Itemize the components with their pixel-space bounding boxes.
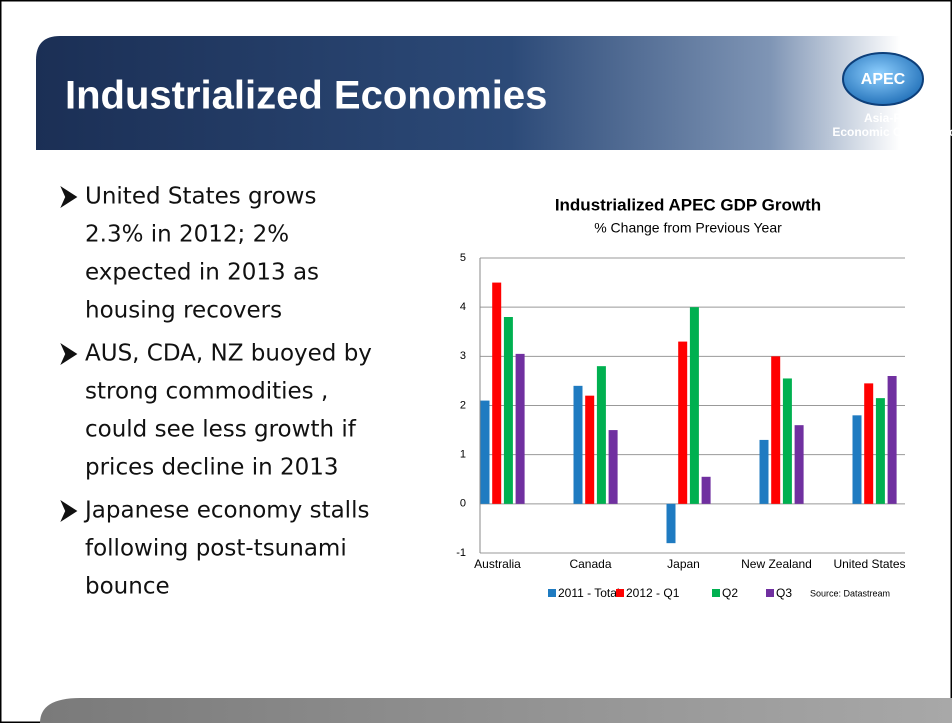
legend-swatch (548, 589, 556, 597)
bullet-text: United States grows (85, 184, 316, 210)
bar (666, 503, 676, 544)
y-tick-label: 1 (460, 449, 466, 461)
x-tick-label: Japan (667, 557, 700, 571)
bullet-text: expected in 2013 as (85, 260, 319, 286)
bar (701, 476, 711, 504)
bar (852, 415, 862, 504)
chart-subtitle: % Change from Previous Year (594, 220, 782, 236)
bar (875, 398, 885, 504)
bullet-text: bounce (85, 574, 170, 600)
bar (759, 439, 769, 504)
bullet-list: United States grows 2.3% in 2012; 2% expec… (60, 184, 372, 600)
bullet-text: prices decline in 2013 (85, 455, 339, 481)
bullet-arrow (60, 186, 78, 208)
bullet-text: Japanese economy stalls (83, 498, 369, 524)
bar (480, 400, 490, 504)
y-tick-label: 3 (460, 350, 466, 362)
legend-swatch (766, 589, 774, 597)
bar (585, 395, 595, 504)
bar (689, 307, 699, 504)
legend-label: Q3 (776, 586, 792, 600)
logo-line: Asia-Pacific (864, 111, 932, 125)
bar (678, 341, 688, 504)
footer-band (40, 698, 952, 723)
y-tick-label: -1 (456, 547, 466, 559)
bullet-text: following post-tsunami (85, 536, 347, 562)
bar (515, 353, 525, 504)
x-tick-label: New Zealand (741, 557, 812, 571)
legend-label: Q2 (722, 586, 738, 600)
y-tick-label: 0 (460, 498, 466, 510)
bar (782, 378, 792, 504)
y-tick-label: 4 (460, 301, 466, 313)
logo-name: APEC (861, 71, 906, 88)
bar (771, 356, 781, 504)
y-tick-label: 5 (460, 252, 466, 264)
bullet-text: could see less growth if (85, 417, 357, 443)
bullet-text: AUS, CDA, NZ buoyed by (85, 341, 372, 367)
logo-globe (842, 52, 924, 106)
bar (864, 383, 874, 504)
bar (887, 376, 897, 504)
bar (794, 425, 804, 504)
chart: Industrialized APEC GDP Growth % Change f… (456, 195, 905, 600)
chart-title: Industrialized APEC GDP Growth (555, 195, 821, 214)
bar (596, 366, 606, 504)
x-tick-label: Canada (569, 557, 611, 571)
legend-swatch (616, 589, 624, 597)
legend-swatch (712, 589, 720, 597)
bar (573, 385, 583, 504)
legend-label: 2012 - Q1 (626, 586, 680, 600)
bar (503, 317, 513, 504)
bullet-text: strong commodities , (85, 379, 328, 405)
bullet-arrow (60, 343, 78, 365)
source-note: Source: Datastream (810, 588, 890, 598)
header-banner (36, 36, 900, 150)
bar (492, 282, 502, 504)
header-title: Industrialized Economies (65, 74, 547, 118)
legend-label: 2011 - Total (558, 586, 620, 600)
bullet-text: housing recovers (85, 298, 282, 324)
bullet-text: 2.3% in 2012; 2% (85, 222, 289, 248)
x-tick-label: Australia (474, 557, 521, 571)
x-tick-label: United States (833, 557, 905, 571)
bullet-arrow (60, 500, 78, 522)
y-tick-label: 2 (460, 399, 466, 411)
bar (608, 430, 618, 504)
logo-line: Economic Cooperation (832, 125, 952, 139)
